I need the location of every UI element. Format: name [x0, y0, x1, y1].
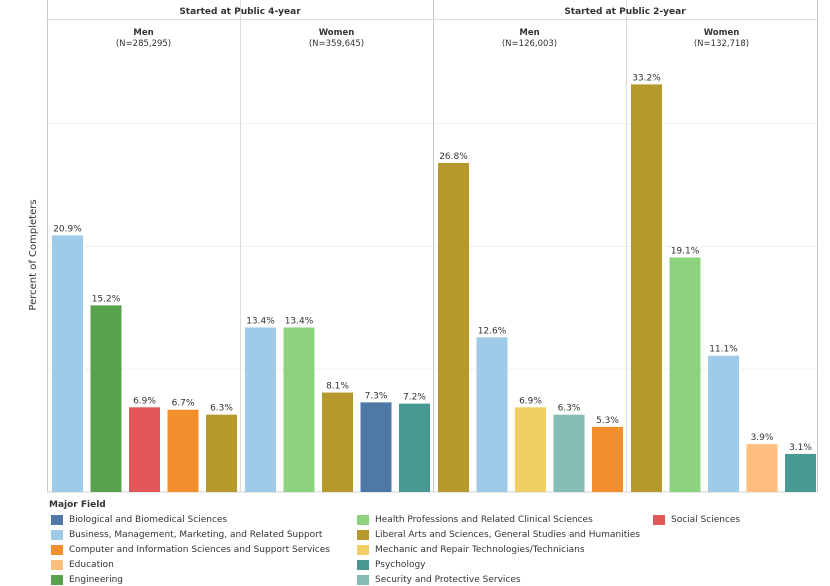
- legend: Major Field Biological and Biomedical Sc…: [47, 500, 827, 585]
- data-label: 3.1%: [789, 443, 812, 453]
- data-label: 20.9%: [53, 224, 82, 234]
- legend-swatch: [357, 530, 369, 540]
- data-label: 15.2%: [92, 294, 121, 304]
- bar: [476, 337, 508, 492]
- bar: [129, 407, 160, 492]
- legend-item: Business, Management, Marketing, and Rel…: [51, 529, 322, 541]
- data-label: 6.3%: [558, 404, 581, 414]
- bar: [283, 327, 315, 492]
- data-label: 6.3%: [210, 404, 233, 414]
- legend-label: Business, Management, Marketing, and Rel…: [69, 530, 323, 540]
- bar-series: [52, 84, 816, 492]
- group-header: Started at Public 4-year: [179, 7, 301, 17]
- bar: [438, 162, 469, 492]
- legend-swatch: [51, 545, 63, 555]
- data-label: 11.1%: [709, 345, 738, 355]
- data-label: 13.4%: [285, 316, 314, 326]
- panel-n: (N=285,295): [116, 39, 171, 49]
- panel-n: (N=359,645): [309, 39, 364, 49]
- legend-title: Major Field: [49, 500, 106, 510]
- legend-label: Biological and Biomedical Sciences: [69, 515, 228, 525]
- legend-swatch: [51, 515, 63, 525]
- bar: [52, 235, 83, 492]
- legend-item: Health Professions and Related Clinical …: [357, 514, 593, 526]
- data-label: 3.9%: [751, 433, 774, 443]
- data-label: 8.1%: [326, 382, 349, 392]
- legend-item: Security and Protective Services: [357, 574, 521, 586]
- legend-swatch: [357, 545, 369, 555]
- data-labels: 20.9% 15.2% 6.9% 6.7% 6.3% 13.4% 13.4% 8.1% 7.3%…: [53, 73, 812, 453]
- bar: [515, 407, 546, 492]
- legend-item: Engineering: [51, 574, 123, 586]
- bar: [746, 444, 778, 492]
- legend-swatch: [653, 515, 665, 525]
- legend-label: Liberal Arts and Sciences, General Studi…: [375, 530, 640, 540]
- legend-item: Education: [51, 559, 114, 571]
- data-label: 13.4%: [246, 316, 275, 326]
- bar: [708, 355, 739, 492]
- panel-label: Men: [519, 28, 539, 38]
- legend-item: Liberal Arts and Sciences, General Studi…: [357, 529, 640, 541]
- legend-item: Psychology: [357, 559, 426, 571]
- legend-item: Social Sciences: [653, 514, 740, 526]
- data-label: 7.3%: [365, 391, 388, 401]
- legend-label: Social Sciences: [671, 515, 741, 525]
- legend-label: Engineering: [69, 575, 123, 585]
- data-label: 6.9%: [519, 396, 542, 406]
- legend-label: Psychology: [375, 560, 426, 570]
- legend-label: Security and Protective Services: [375, 575, 521, 585]
- data-label: 6.9%: [133, 396, 156, 406]
- legend-swatch: [357, 575, 369, 585]
- panel-label: Men: [133, 28, 153, 38]
- data-label: 6.7%: [172, 399, 195, 409]
- legend-item: Biological and Biomedical Sciences: [51, 514, 227, 526]
- bar: [399, 403, 430, 492]
- bar: [785, 453, 816, 492]
- group-header: Started at Public 2-year: [564, 7, 686, 17]
- legend-label: Education: [69, 560, 114, 570]
- legend-swatch: [51, 530, 63, 540]
- legend-swatch: [357, 515, 369, 525]
- data-label: 5.3%: [596, 416, 619, 426]
- bar: [360, 402, 392, 492]
- bar: [669, 257, 701, 492]
- legend-swatch: [51, 575, 63, 585]
- data-label: 12.6%: [478, 326, 507, 336]
- legend-swatch: [357, 560, 369, 570]
- y-axis-label: Percent of Completers: [28, 199, 39, 310]
- bar: [206, 414, 237, 492]
- legend-item: Computer and Information Sciences and Su…: [51, 544, 330, 556]
- data-label: 33.2%: [632, 73, 661, 83]
- panel-n: (N=126,003): [502, 39, 557, 49]
- bar: [631, 84, 662, 492]
- legend-swatch: [51, 560, 63, 570]
- legend-label: Health Professions and Related Clinical …: [375, 515, 593, 525]
- data-label: 26.8%: [439, 152, 468, 162]
- legend-item: Mechanic and Repair Technologies/Technic…: [357, 544, 585, 556]
- data-label: 19.1%: [671, 246, 700, 256]
- bar-chart: Started at Public 4-yearMen(N=285,295)Wo…: [28, 0, 818, 493]
- bar: [167, 409, 199, 492]
- bar: [322, 392, 353, 492]
- panel-separators: [47, 0, 818, 492]
- data-label: 7.2%: [403, 393, 426, 403]
- legend-label: Mechanic and Repair Technologies/Technic…: [375, 545, 585, 555]
- panel-label: Women: [704, 28, 740, 38]
- bar: [90, 305, 122, 492]
- legend-label: Computer and Information Sciences and Su…: [69, 545, 330, 555]
- panel-headers: Started at Public 4-yearMen(N=285,295)Wo…: [116, 7, 749, 49]
- panel-n: (N=132,718): [694, 39, 749, 49]
- bar: [245, 327, 276, 492]
- panel-label: Women: [319, 28, 355, 38]
- bar: [553, 414, 585, 492]
- bar: [592, 426, 623, 492]
